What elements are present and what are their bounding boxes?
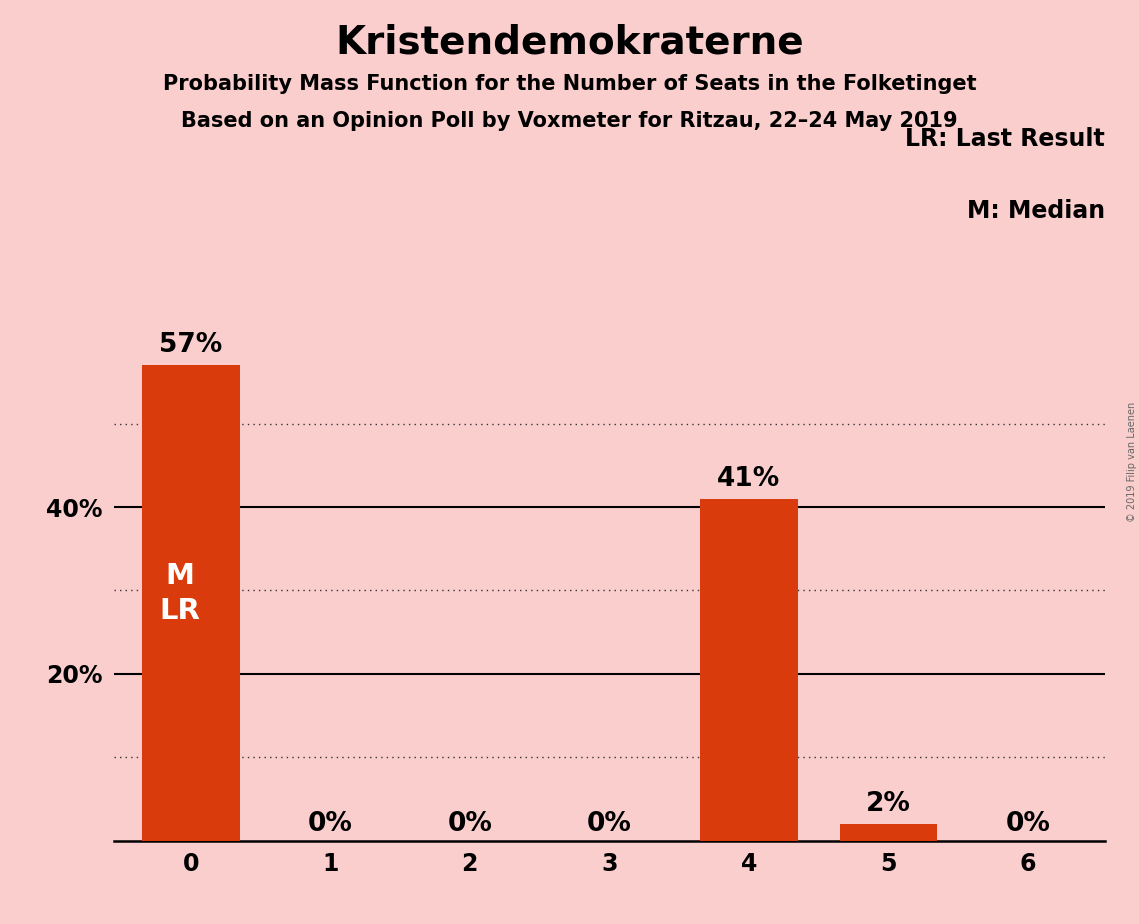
Text: LR: Last Result: LR: Last Result: [906, 127, 1105, 151]
Bar: [700, 499, 797, 841]
Text: 0%: 0%: [308, 810, 353, 836]
Text: Kristendemokraterne: Kristendemokraterne: [335, 23, 804, 61]
Bar: [839, 824, 937, 841]
Bar: [142, 365, 239, 841]
Text: M: Median: M: Median: [967, 200, 1105, 224]
Text: © 2019 Filip van Laenen: © 2019 Filip van Laenen: [1126, 402, 1137, 522]
Text: M
LR: M LR: [159, 562, 200, 625]
Text: 41%: 41%: [718, 466, 780, 492]
Text: 57%: 57%: [159, 333, 222, 359]
Text: 0%: 0%: [448, 810, 492, 836]
Text: Probability Mass Function for the Number of Seats in the Folketinget: Probability Mass Function for the Number…: [163, 74, 976, 94]
Text: 2%: 2%: [866, 792, 911, 818]
Text: Based on an Opinion Poll by Voxmeter for Ritzau, 22–24 May 2019: Based on an Opinion Poll by Voxmeter for…: [181, 111, 958, 131]
Text: 0%: 0%: [1006, 810, 1050, 836]
Text: 0%: 0%: [587, 810, 632, 836]
